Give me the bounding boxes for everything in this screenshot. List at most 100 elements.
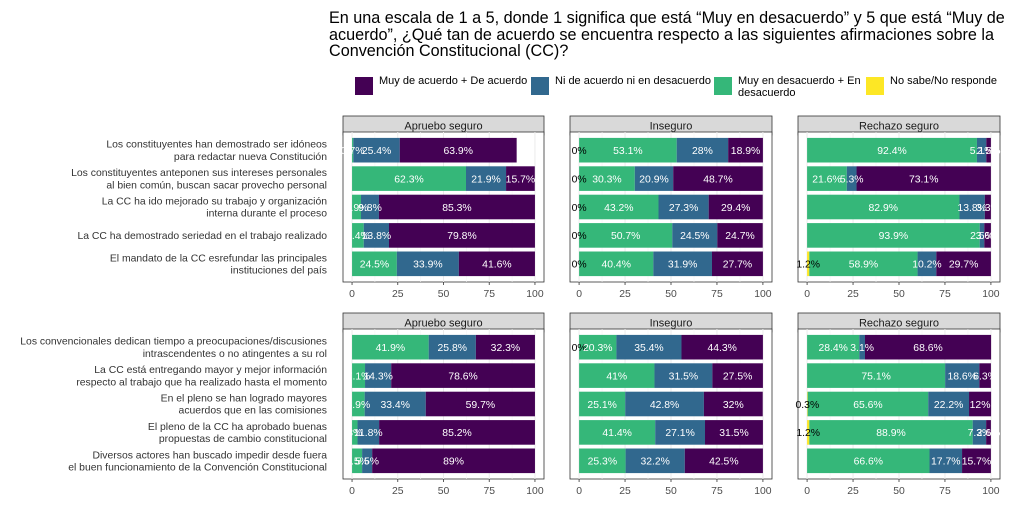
bar-segment-blue (625, 448, 685, 474)
bar-segment-blue (959, 194, 985, 220)
data-label-yellow: 1.2% (796, 260, 820, 271)
data-label-yellow: 0% (572, 146, 587, 157)
data-label-purple: 24.7% (725, 231, 754, 242)
data-label-blue: 31.5% (669, 371, 698, 382)
bar-segment-purple (681, 334, 763, 360)
bar-segment-purple (705, 420, 763, 445)
x-tick-label: 25 (392, 486, 404, 497)
bar-segment-yellow (807, 420, 810, 445)
category-label: La CC ha ido mejorado su trabajo y organ… (102, 197, 327, 220)
data-label-purple: 73.1% (909, 174, 938, 185)
legend-key-blue (531, 77, 549, 95)
category-label-line: acuerdos que en las comisiones (179, 406, 327, 417)
category-label: Los constituyentes han demostrado ser id… (106, 140, 327, 163)
data-label-green: 88.9% (876, 428, 905, 439)
bar-segment-blue (917, 251, 937, 277)
bar-segment-blue (616, 334, 682, 360)
bar-segment-blue (672, 223, 718, 248)
bar-segment-purple (864, 334, 992, 360)
bar-segment-blue (363, 223, 389, 248)
bar-segment-green (579, 391, 626, 417)
x-tick-label: 75 (939, 486, 951, 497)
bar-segment-purple (986, 137, 991, 163)
data-label-green: 0.7% (341, 146, 365, 157)
data-label-purple: 78.6% (448, 371, 477, 382)
x-tick-label: 75 (711, 289, 723, 300)
bar-segment-green (579, 448, 626, 474)
bar-segment-blue (929, 448, 963, 474)
data-label-purple: 32.3% (491, 343, 520, 354)
bar-segment-blue (655, 420, 706, 445)
data-label-purple: 12% (970, 400, 991, 411)
x-tick-label: 75 (939, 289, 951, 300)
data-label-blue: 13.8% (957, 203, 986, 214)
data-label-purple: 41.6% (482, 260, 511, 271)
data-label-green: 6.9% (347, 400, 371, 411)
x-tick-label: 25 (847, 289, 859, 300)
data-label-purple: 79.8% (447, 231, 476, 242)
category-label-line: Los constituyentes anteponen sus interes… (71, 168, 327, 179)
category-label-line: respecto al trabajo que ha realizado has… (76, 377, 327, 388)
data-label-green: 93.9% (879, 231, 908, 242)
category-label-line: el buen funcionamiento de la Convención … (68, 463, 327, 474)
data-label-yellow: 0% (572, 343, 587, 354)
data-label-green: 7.1% (347, 371, 371, 382)
data-label-blue: 25.4% (362, 146, 391, 157)
data-label-purple: 3.3% (976, 203, 1000, 214)
bar-segment-purple (703, 391, 763, 417)
data-label-purple: 15.7% (506, 174, 535, 185)
bar-segment-purple (984, 223, 991, 248)
bar-segment-blue (428, 334, 476, 360)
x-tick-label: 100 (982, 289, 1000, 300)
data-label-yellow: 0% (572, 174, 587, 185)
data-label-blue: 14.3% (363, 371, 392, 382)
legend-item-purple: Muy de acuerdo + De acuerdo (355, 75, 539, 95)
data-label-blue: 33.4% (380, 400, 409, 411)
legend-item-blue: Ni de acuerdo ni en desacuerdo (531, 75, 725, 95)
data-label-purple: 6.3% (973, 371, 997, 382)
bar-segment-blue (976, 137, 987, 163)
data-label-blue: 31.9% (668, 260, 697, 271)
data-label-green: 50.7% (611, 231, 640, 242)
bar-segment-yellow (807, 251, 810, 277)
data-label-green: 21.6% (812, 174, 841, 185)
category-label-line: Diversos actores han buscado impedir des… (93, 450, 328, 461)
data-label-green: 3% (347, 428, 362, 439)
bar-segment-yellow (807, 391, 808, 417)
data-label-purple: 27.7% (723, 260, 752, 271)
data-label-purple: 31.5% (719, 428, 748, 439)
data-label-purple: 85.2% (442, 428, 471, 439)
bar-segment-blue (658, 194, 709, 220)
bar-segment-blue (364, 391, 426, 417)
data-label-green: 30.3% (592, 174, 621, 185)
bar-segment-purple (986, 420, 991, 445)
legend-key-purple (355, 77, 373, 95)
data-label-green: 4.9% (345, 203, 369, 214)
data-label-green: 40.4% (601, 260, 630, 271)
data-label-blue: 13.8% (362, 231, 391, 242)
category-label: Diversos actores han buscado impedir des… (68, 450, 327, 473)
data-label-green: 62.3% (394, 174, 423, 185)
category-label-line: para redactar nueva Constitución (174, 152, 327, 163)
x-tick-label: 50 (893, 289, 905, 300)
bar-segment-purple (962, 448, 991, 474)
category-label: Los convencionales dedican tiempo a preo… (20, 337, 327, 360)
bar-segment-purple (391, 363, 535, 388)
bar-segment-purple (458, 251, 535, 277)
bar-segment-purple (717, 223, 763, 248)
x-tick-label: 25 (392, 289, 404, 300)
x-tick-label: 0 (804, 289, 810, 300)
bar-segment-green (579, 363, 655, 388)
category-label-line: La CC ha demostrado seriedad en el traba… (77, 231, 327, 242)
data-label-green: 25.1% (587, 400, 616, 411)
data-label-purple: 68.6% (913, 343, 942, 354)
data-label-purple: 18.9% (731, 146, 760, 157)
data-label-green: 58.9% (849, 260, 878, 271)
data-label-blue: 24.5% (680, 231, 709, 242)
bar-segment-green (807, 166, 847, 191)
data-label-blue: 17.7% (931, 457, 960, 468)
legend-label-yellow: No sabe/No responde (890, 75, 998, 87)
data-label-green: 43.2% (604, 203, 633, 214)
bar-segment-purple (684, 448, 763, 474)
category-label-line: interna durante el proceso (206, 209, 327, 220)
